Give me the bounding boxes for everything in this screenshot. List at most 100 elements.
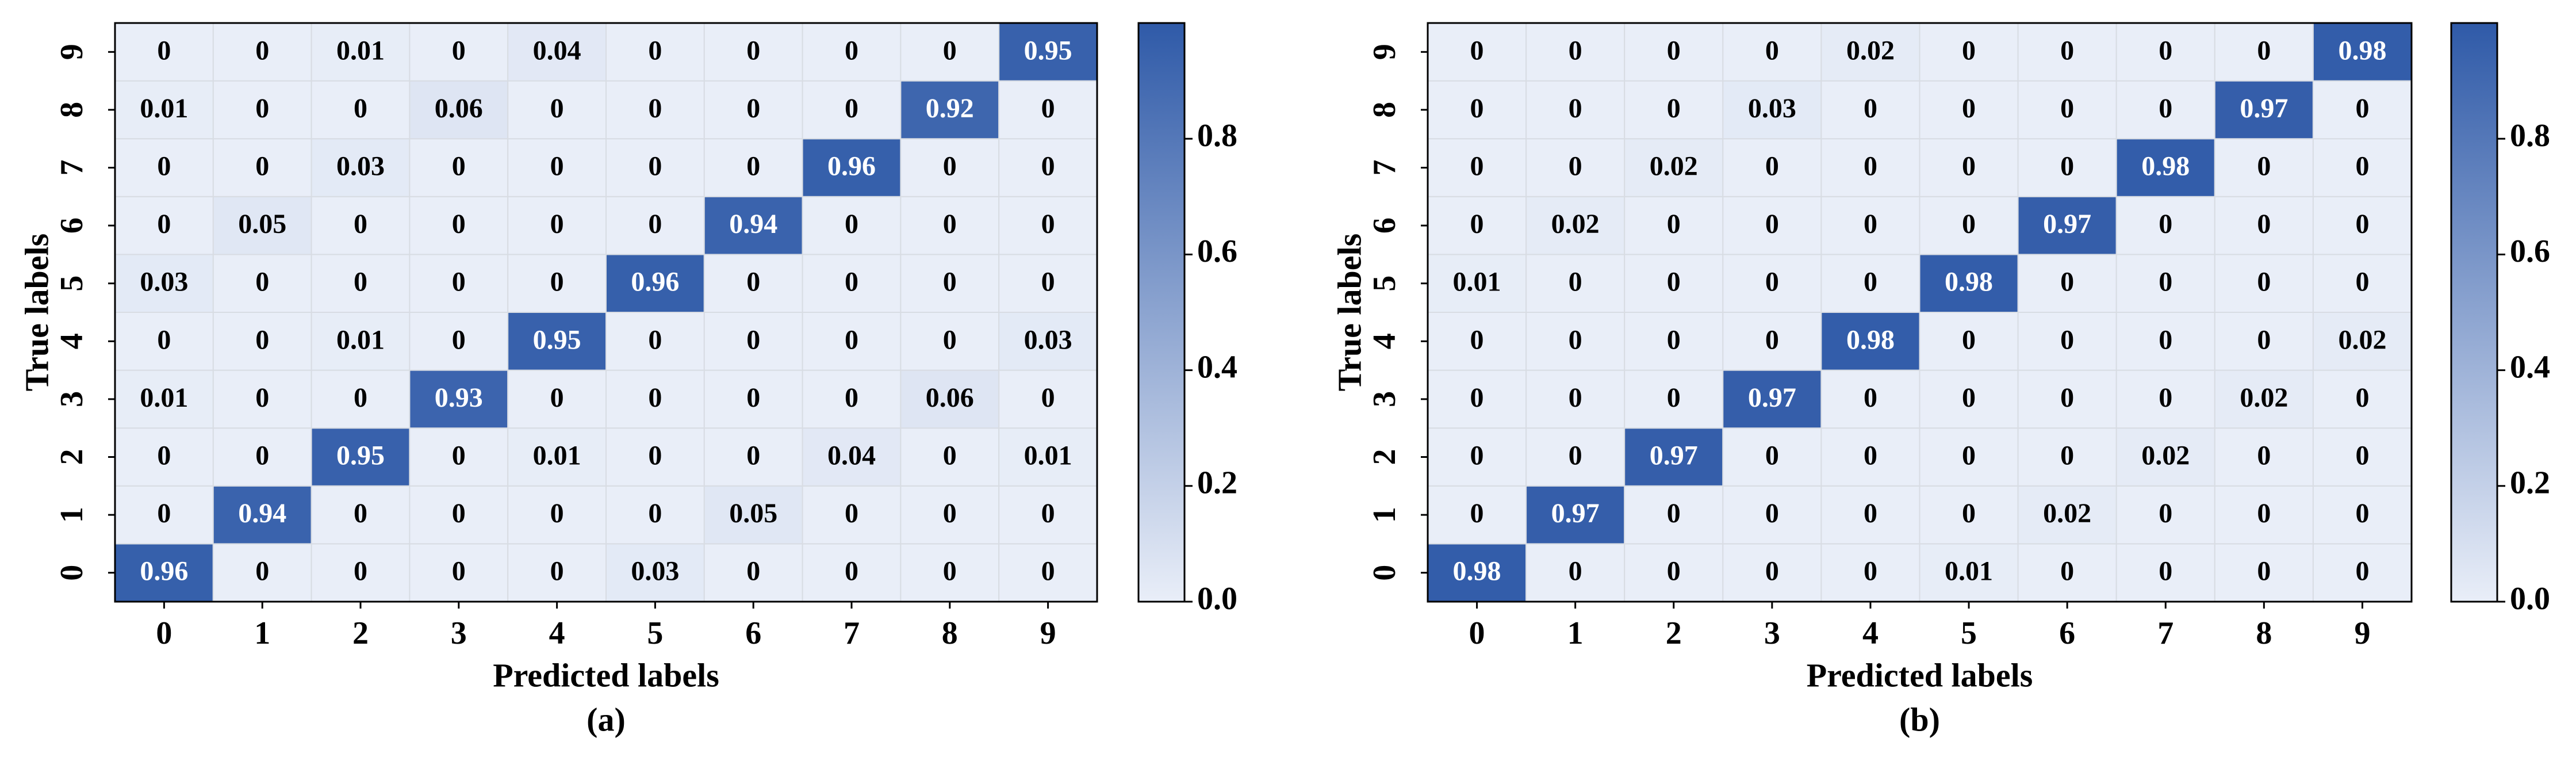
cell-label: 0 [550, 93, 564, 124]
cell [507, 22, 607, 82]
cell-label: 0 [2159, 209, 2172, 239]
cell-label: 0 [354, 498, 367, 529]
cell-label: 0 [2060, 35, 2074, 66]
cell [1427, 254, 1527, 313]
cell-label: 0 [1864, 498, 1877, 529]
cell [2312, 427, 2412, 487]
cell [2017, 138, 2117, 197]
cell [2214, 369, 2314, 429]
cell-label: 0 [1962, 324, 1976, 355]
cell [114, 196, 214, 255]
cell [1820, 254, 1920, 313]
cell-label: 0 [354, 556, 367, 587]
cell [1525, 138, 1626, 197]
x-tick-label: 9 [1040, 615, 1056, 651]
cell-label: 0 [1041, 151, 1055, 182]
cell-label: 0 [1864, 209, 1877, 239]
cell-label: 0 [2159, 324, 2172, 355]
cell [2312, 22, 2412, 82]
cell-label: 0 [1765, 324, 1779, 355]
cell-label: 0.02 [2338, 324, 2386, 355]
cell-label: 0 [1041, 267, 1055, 297]
cell-label: 0 [1041, 556, 1055, 587]
cell [998, 369, 1098, 429]
cell-label: 0 [746, 35, 760, 66]
cell-label: 0 [255, 151, 269, 182]
cell [409, 369, 509, 429]
cell-label: 0 [452, 556, 466, 587]
cell-label: 0 [746, 324, 760, 355]
cell-label: 0.01 [1453, 267, 1501, 297]
cell [114, 427, 214, 487]
cell [1427, 196, 1527, 255]
cell [1427, 543, 1527, 603]
cell-label: 0 [255, 267, 269, 297]
cell-label: 0 [1765, 441, 1779, 471]
cell [1722, 543, 1822, 603]
cell-label: 0 [2060, 151, 2074, 182]
cell-label: 0 [2355, 151, 2369, 182]
cell-label: 0 [845, 35, 858, 66]
cell [1919, 369, 2019, 429]
cell [605, 22, 705, 82]
cell-label: 0 [157, 324, 171, 355]
cell-label: 0 [1962, 498, 1976, 529]
cell-label: 0 [550, 151, 564, 182]
cell [802, 427, 902, 487]
cell-label: 0.05 [238, 209, 286, 239]
cell-label: 0.98 [2338, 35, 2386, 66]
cell [802, 254, 902, 313]
cell [703, 138, 803, 197]
cell [1624, 80, 1724, 140]
subplot-label: (b) [1899, 701, 1940, 738]
cell [1919, 427, 2019, 487]
cell-label: 0 [255, 383, 269, 413]
cell-label: 0 [943, 441, 957, 471]
cell [2115, 22, 2215, 82]
cell-label: 0 [2355, 383, 2369, 413]
cell [1722, 254, 1822, 313]
cell [1525, 254, 1626, 313]
cell-label: 0 [1667, 324, 1681, 355]
colorbar [2450, 22, 2498, 603]
cell [998, 485, 1098, 545]
colorbar-tick-label: 0.8 [2510, 118, 2550, 154]
y-tick-label: 2 [1367, 449, 1402, 465]
y-tick-label: 3 [1367, 391, 1402, 407]
cell-label: 0 [354, 267, 367, 297]
x-tick-label: 8 [942, 615, 958, 651]
cell [1525, 312, 1626, 371]
cell [2312, 312, 2412, 371]
cell [703, 427, 803, 487]
cell-label: 0 [1041, 383, 1055, 413]
cell [2017, 196, 2117, 255]
cell [507, 138, 607, 197]
y-tick-label: 8 [1367, 102, 1402, 118]
cell [802, 485, 902, 545]
cell [802, 312, 902, 371]
cell [114, 543, 214, 603]
y-tick-label: 1 [54, 507, 90, 523]
cell [507, 254, 607, 313]
x-axis-label: Predicted labels [1807, 656, 2033, 694]
cell [900, 196, 1000, 255]
plot-frame [1427, 22, 2413, 603]
colorbar-tick-label: 0.6 [1197, 234, 1237, 269]
cell-label: 0.97 [2043, 209, 2091, 239]
cell [310, 485, 411, 545]
y-tick-label: 0 [1367, 565, 1402, 581]
cell-label: 0 [648, 441, 662, 471]
cell [409, 138, 509, 197]
cell-label: 0 [648, 324, 662, 355]
x-tick-label: 6 [2059, 615, 2075, 651]
cell-label: 0 [2257, 441, 2271, 471]
colorbar-tick-label: 0.2 [2510, 465, 2550, 501]
cell-label: 0 [746, 267, 760, 297]
y-tick-label: 1 [1367, 507, 1402, 523]
cell [1427, 138, 1527, 197]
x-tick-label: 5 [1961, 615, 1977, 651]
subplot-label: (a) [586, 701, 626, 738]
x-tick-label: 5 [647, 615, 663, 651]
cell [409, 80, 509, 140]
